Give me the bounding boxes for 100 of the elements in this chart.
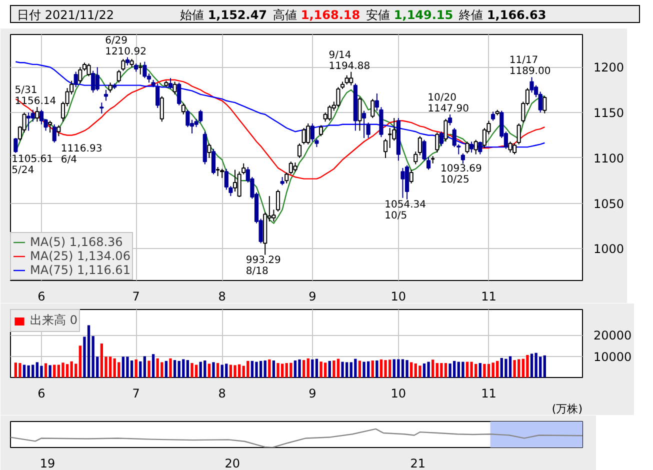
annotation: 6/29 1210.92: [105, 35, 146, 58]
candlestick: [104, 89, 108, 102]
candlestick: [74, 71, 78, 88]
candlestick: [448, 114, 452, 126]
candlestick: [177, 82, 182, 106]
bar: [234, 365, 236, 378]
bar: [358, 360, 362, 378]
x-tick-label: 9: [308, 290, 316, 304]
legend-label: MA(5) 1,168.36: [30, 235, 123, 249]
bar: [113, 358, 116, 378]
bar: [108, 356, 112, 378]
candlestick: [465, 141, 470, 154]
bar: [264, 360, 266, 378]
candlestick: [56, 124, 61, 137]
bar: [478, 363, 482, 378]
legend-label: MA(25) 1,134.06: [30, 249, 130, 263]
bar: [70, 361, 73, 378]
x-tick-label: 11: [481, 290, 496, 304]
bar: [164, 360, 168, 378]
bar: [272, 360, 276, 378]
y-tick-label: 1050: [594, 196, 624, 211]
bar: [194, 364, 198, 378]
bar: [470, 362, 473, 378]
bar: [178, 360, 180, 378]
bar: [504, 358, 508, 378]
candlestick: [318, 124, 324, 137]
bar: [444, 363, 448, 378]
y-tick-label: 20000: [594, 328, 632, 342]
candlestick: [508, 141, 512, 154]
annotation: 993.29 8/18: [246, 254, 281, 277]
candlestick: [116, 69, 121, 84]
bar: [216, 363, 220, 378]
bar: [44, 363, 48, 378]
bar: [534, 352, 538, 378]
bar: [126, 356, 129, 378]
bar: [148, 360, 150, 378]
candlestick: [100, 102, 104, 114]
candlestick: [490, 111, 496, 122]
candlestick: [276, 189, 280, 212]
bar: [208, 364, 211, 378]
text: (万株): [552, 402, 583, 416]
bar: [401, 359, 404, 378]
bar: [380, 359, 383, 378]
candlestick: [444, 118, 448, 142]
bar: [466, 362, 469, 378]
bar: [259, 360, 262, 378]
candlestick: [121, 58, 126, 72]
candlestick: [52, 124, 56, 144]
bar: [182, 359, 185, 378]
candlestick: [530, 76, 534, 94]
bar: [276, 363, 280, 378]
bar: [18, 363, 22, 378]
legend-label: MA(75) 1,116.61: [30, 263, 130, 277]
bar: [298, 359, 301, 378]
candlestick: [302, 128, 306, 145]
y-tick-label: 1100: [594, 151, 624, 166]
candlestick: [435, 132, 440, 154]
x-tick-label: 10: [390, 386, 406, 400]
bar: [487, 364, 490, 378]
candlestick: [168, 78, 173, 90]
bar: [160, 362, 164, 378]
candlestick: [142, 61, 147, 79]
candlestick: [48, 120, 52, 134]
x-tick-label: 10: [390, 290, 406, 304]
bar: [27, 365, 30, 378]
x-tick-label: 8: [218, 386, 226, 400]
bar: [87, 325, 90, 378]
candlestick: [469, 141, 474, 154]
candlestick: [460, 152, 465, 164]
bar: [397, 359, 400, 378]
bar: [366, 361, 370, 378]
candlestick: [439, 131, 444, 147]
annotation: 10/20 1147.90: [428, 92, 469, 114]
candlestick: [91, 70, 96, 94]
bar: [492, 362, 494, 378]
candlestick: [95, 66, 100, 92]
bar: [508, 356, 512, 378]
bar: [341, 362, 344, 378]
bar: [311, 359, 314, 378]
candlestick: [39, 109, 44, 125]
candlestick: [26, 112, 31, 132]
bar: [530, 354, 534, 378]
candlestick: [418, 136, 422, 156]
bar: [156, 358, 159, 378]
candlestick: [306, 122, 310, 145]
candlestick: [86, 63, 91, 77]
x-tick-label: 6: [38, 386, 46, 400]
candlestick: [35, 106, 40, 122]
annotation: 1093.69 10/25: [440, 164, 482, 186]
bar: [173, 360, 176, 378]
candlestick: [358, 96, 362, 132]
candlestick: [181, 102, 186, 115]
candlestick: [349, 71, 354, 86]
bar: [212, 362, 215, 378]
chart-title: 日付 2021/11/22: [17, 8, 114, 22]
bar: [543, 355, 546, 378]
annotation: 1116.93 6/4: [60, 143, 102, 166]
x-tick-label: 7: [132, 386, 140, 400]
candlestick: [400, 167, 405, 198]
candlestick: [232, 169, 238, 192]
